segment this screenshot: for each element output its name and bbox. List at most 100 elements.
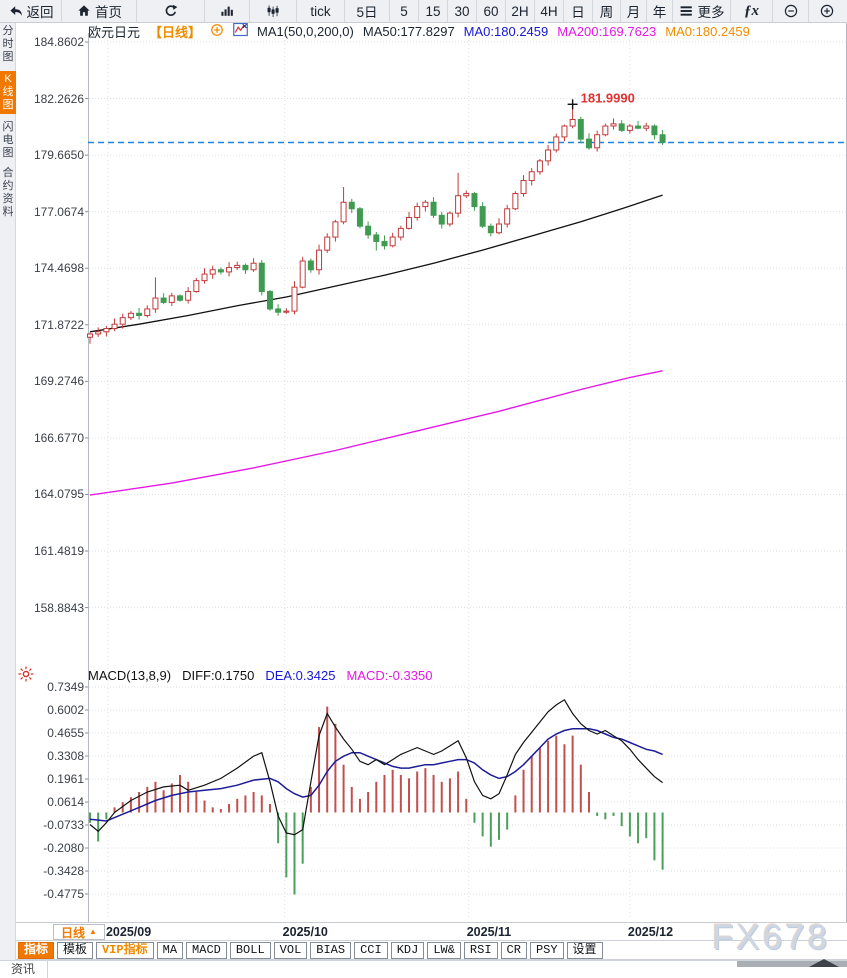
back-icon — [9, 6, 22, 16]
panel-collapse-bar[interactable] — [737, 959, 847, 967]
indicator-item-kdj[interactable]: KDJ — [390, 941, 425, 959]
toolbar-item-5d[interactable]: 5日 — [345, 0, 390, 22]
indicator-item-psy[interactable]: PSY — [529, 941, 564, 959]
toolbar-item-back[interactable]: 返回 — [0, 0, 62, 22]
toolbar-item-label: 月 — [626, 5, 641, 20]
toolbar-item-2h[interactable]: 2H — [506, 0, 535, 22]
home-icon — [78, 5, 90, 16]
price-axis-label: 182.2626 — [33, 91, 84, 106]
period-selector[interactable]: 日线 ▲ — [53, 924, 105, 940]
chart-header: 欧元日元 【日线】 MA1(50,0,200,0) MA50:177.8297 … — [88, 22, 750, 40]
indicator-item-settings[interactable]: 设置 — [566, 941, 603, 959]
indicator-item-lw[interactable]: LW& — [427, 941, 461, 959]
macd-axis-label: -0.0733 — [43, 818, 84, 832]
toolbar-item-label: 周 — [599, 5, 614, 20]
left-sidebar: 分时图 K线图闪电图合约资料 — [0, 22, 16, 960]
indicator-item-macd[interactable]: MACD — [186, 941, 227, 959]
toolbar-item-label: 4H — [540, 3, 558, 19]
macd-axis-label: 0.4655 — [47, 726, 84, 740]
price-axis-label: 177.0674 — [33, 204, 84, 219]
toolbar-item-fx[interactable]: ƒx — [731, 0, 773, 22]
toolbar-item-refresh[interactable] — [137, 0, 205, 22]
brightness-icon[interactable] — [18, 666, 34, 682]
bars-icon — [221, 6, 233, 16]
month-label: 2025/09 — [105, 925, 152, 939]
price-axis-label: 179.6650 — [33, 148, 84, 163]
macd-axis-label: -0.3428 — [43, 864, 84, 878]
svg-text:181.9990: 181.9990 — [581, 90, 635, 105]
price-axis-label: 161.4819 — [33, 544, 84, 559]
macd-header: MACD(13,8,9) DIFF:0.1750 DEA:0.3425 MACD… — [88, 668, 432, 683]
indicator-item-vip-indicators[interactable]: VIP指标 — [96, 941, 154, 959]
indicator-item-indicators[interactable]: 指标 — [18, 941, 55, 959]
period-tag: 【日线】 — [149, 24, 202, 40]
toolbar-item-label: tick — [310, 3, 331, 19]
toolbar-item-bar-chart[interactable] — [205, 0, 250, 22]
macd-macd-value: MACD:-0.3350 — [346, 668, 433, 683]
indicator-item-templates[interactable]: 模板 — [57, 941, 94, 959]
menu-icon — [680, 6, 692, 16]
toolbar-item-15[interactable]: 15 — [419, 0, 448, 22]
toolbar-item-more[interactable]: 更多 — [673, 0, 731, 22]
toolbar-item-30[interactable]: 30 — [448, 0, 477, 22]
macd-diff-value: DIFF:0.1750 — [182, 668, 255, 683]
toolbar-item-zoom-in[interactable] — [809, 0, 845, 22]
toolbar-item-year[interactable]: 年 — [647, 0, 673, 22]
month-label: 2025/11 — [466, 925, 512, 939]
toolbar-item-4h[interactable]: 4H — [535, 0, 564, 22]
price-axis-label: 169.2746 — [33, 374, 84, 389]
bottom-strip: 资讯 — [0, 960, 847, 978]
collapse-up-icon — [809, 959, 839, 967]
indicator-settings-icon[interactable] — [233, 22, 248, 40]
sidebar-item-lightning-chart[interactable]: 闪电图 — [2, 121, 14, 159]
macd-axis-label: -0.2080 — [43, 841, 84, 855]
toolbar-item-label: 日 — [571, 5, 585, 20]
ma50-value: MA50:177.8297 — [362, 23, 455, 39]
toolbar-item-label: 15 — [425, 3, 441, 19]
sidebar-item-time-chart[interactable]: 分时图 — [2, 25, 14, 63]
indicator-item-bias[interactable]: BIAS — [310, 941, 352, 959]
ma200-value: MA200:169.7623 — [557, 23, 657, 39]
indicator-item-cci[interactable]: CCI — [354, 941, 388, 959]
tab-news[interactable]: 资讯 — [0, 961, 48, 978]
toolbar-item-week[interactable]: 周 — [593, 0, 621, 22]
toolbar-item-zoom-out[interactable] — [773, 0, 809, 22]
indicator-item-boll[interactable]: BOLL — [229, 941, 271, 959]
indicator-item-ma[interactable]: MA — [156, 941, 184, 959]
add-compare-icon[interactable] — [210, 23, 224, 40]
toolbar-item-candle-chart[interactable] — [250, 0, 297, 22]
toolbar-item-5[interactable]: 5 — [390, 0, 419, 22]
price-axis-label: 164.0795 — [33, 487, 84, 502]
toolbar-item-month[interactable]: 月 — [621, 0, 647, 22]
sidebar-item-contract-info[interactable]: 合约资料 — [2, 167, 14, 218]
sidebar-item-kline-chart[interactable]: K线图 — [0, 71, 16, 114]
toolbar-item-label: 30 — [454, 3, 470, 19]
symbol-name: 欧元日元 — [88, 24, 141, 40]
toolbar-item-label: 5日 — [356, 5, 378, 20]
toolbar-item-label: 年 — [652, 5, 667, 20]
indicator-item-cr[interactable]: CR — [500, 941, 527, 959]
toolbar-item-day[interactable]: 日 — [564, 0, 593, 22]
ma0-orange-value: MA0:180.2459 — [665, 23, 750, 39]
macd-axis-label: -0.4775 — [43, 887, 84, 901]
top-toolbar: 返回 首页 tick 5日 5 15 30 60 2H 4H 日周月年 更多 ƒx — [0, 0, 847, 23]
indicator-item-vol[interactable]: VOL — [273, 941, 308, 959]
chevron-up-icon: ▲ — [89, 927, 97, 936]
month-label: 2025/10 — [282, 925, 328, 939]
macd-axis-label: 0.6002 — [47, 703, 84, 717]
toolbar-item-home[interactable]: 首页 — [62, 0, 137, 22]
macd-axis-label: 0.0614 — [47, 795, 84, 809]
macd-axis-label: 0.3308 — [47, 749, 84, 763]
toolbar-item-label: 2H — [511, 3, 529, 19]
indicator-item-rsi[interactable]: RSI — [463, 941, 498, 959]
toolbar-item-tick[interactable]: tick — [297, 0, 345, 22]
toolbar-item-60[interactable]: 60 — [477, 0, 506, 22]
price-axis-label: 171.8722 — [33, 317, 84, 332]
fx-icon: ƒx — [744, 2, 759, 19]
ma-settings-label: MA1(50,0,200,0) — [257, 23, 354, 39]
toolbar-item-label: 首页 — [95, 5, 122, 20]
toolbar-item-label: 5 — [400, 3, 408, 19]
refresh-icon — [165, 4, 177, 16]
macd-dea-value: DEA:0.3425 — [265, 668, 336, 683]
